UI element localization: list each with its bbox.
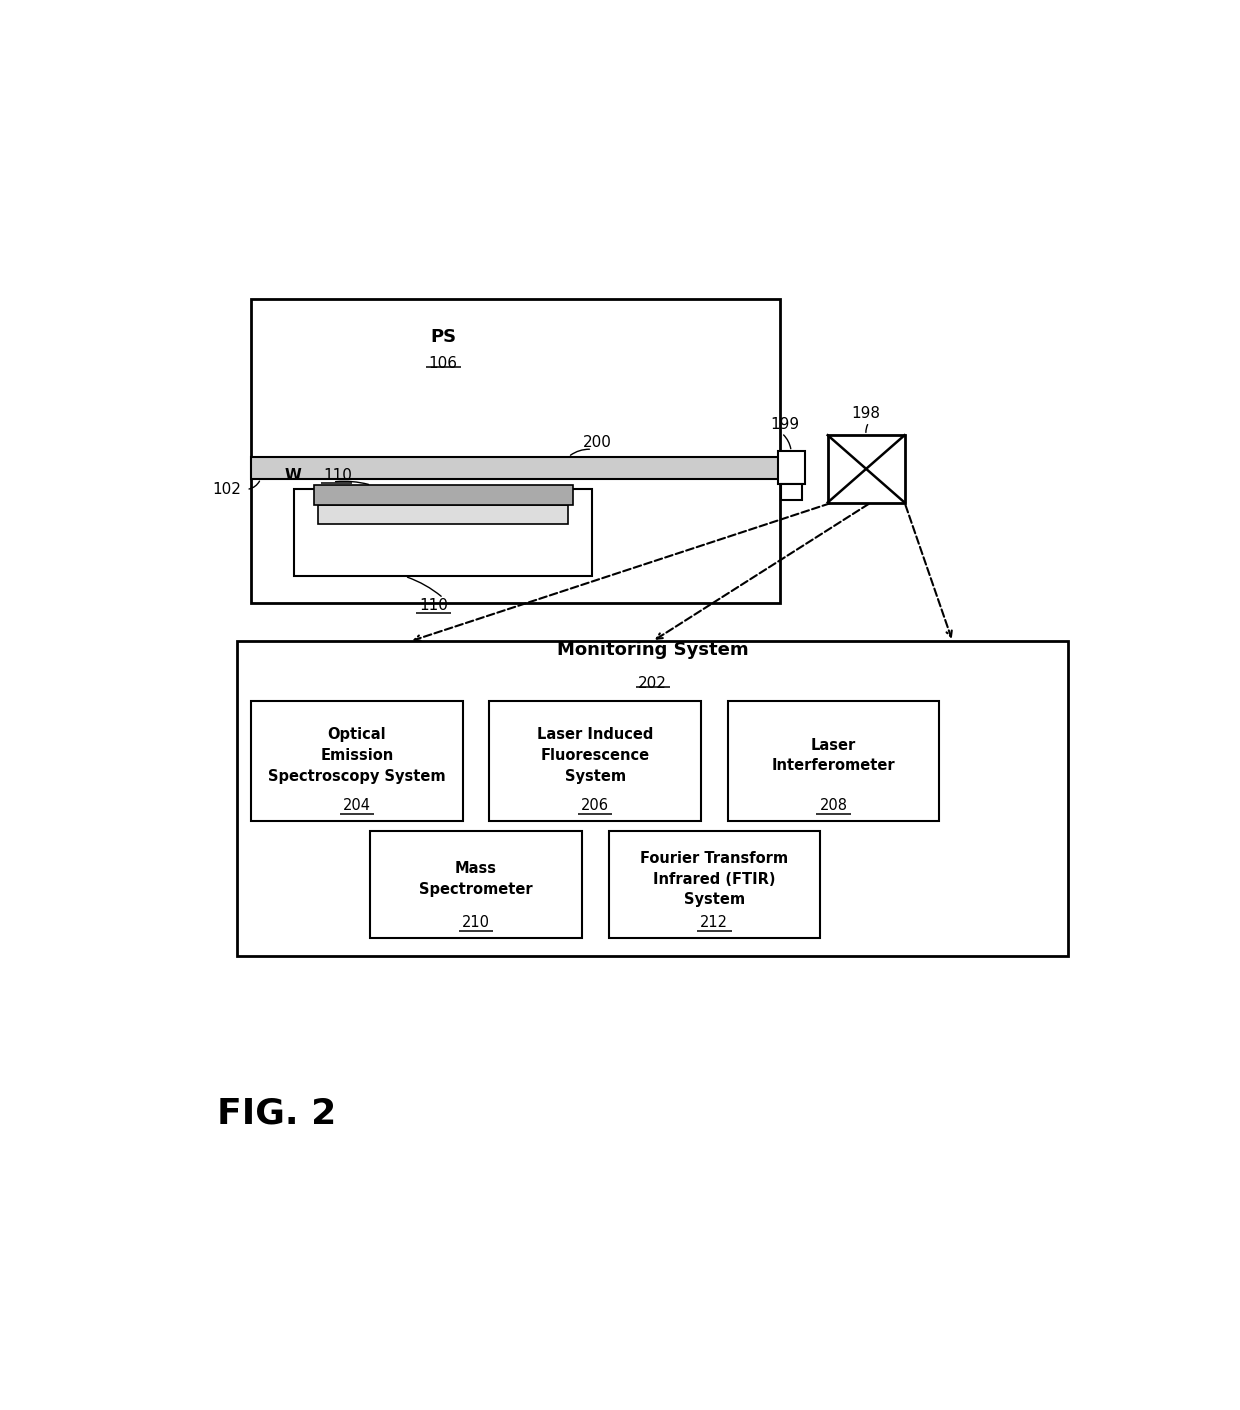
Text: 204: 204 [342,798,371,814]
Text: 110: 110 [324,468,352,482]
Bar [490,701,701,821]
Bar [371,832,582,938]
Text: System: System [683,893,745,907]
Bar [314,485,573,505]
Text: W: W [284,468,301,482]
Text: 212: 212 [701,915,728,931]
Text: Mass: Mass [455,862,497,877]
Bar [781,484,802,501]
Text: Spectrometer: Spectrometer [419,883,533,897]
Text: 200: 200 [583,436,611,450]
Text: Spectroscopy System: Spectroscopy System [268,768,445,784]
Text: Interferometer: Interferometer [771,759,895,773]
Text: 208: 208 [820,798,847,814]
Text: 102: 102 [212,482,242,496]
Bar [828,436,904,502]
Bar [250,299,780,603]
Text: 199: 199 [770,417,799,431]
Text: Fluorescence: Fluorescence [541,747,650,763]
Text: Infrared (FTIR): Infrared (FTIR) [653,871,775,887]
Text: Laser: Laser [811,737,856,753]
Text: 202: 202 [639,677,667,691]
Bar [250,457,794,478]
Text: 106: 106 [429,355,458,371]
Text: 198: 198 [852,406,880,422]
Bar [728,701,939,821]
Text: Monitoring System: Monitoring System [557,642,749,658]
Text: 110: 110 [419,598,448,613]
Text: 206: 206 [582,798,609,814]
Bar [294,489,593,577]
Text: Emission: Emission [320,747,393,763]
Text: System: System [564,768,626,784]
Bar [777,451,805,484]
Text: PS: PS [430,329,456,347]
Text: Laser Induced: Laser Induced [537,728,653,742]
Text: Optical: Optical [327,728,386,742]
Bar [609,832,820,938]
Bar [319,505,568,525]
Text: Fourier Transform: Fourier Transform [640,852,789,866]
Bar [250,701,463,821]
Bar [237,642,1068,956]
Text: FIG. 2: FIG. 2 [217,1097,337,1131]
Text: 210: 210 [463,915,490,931]
